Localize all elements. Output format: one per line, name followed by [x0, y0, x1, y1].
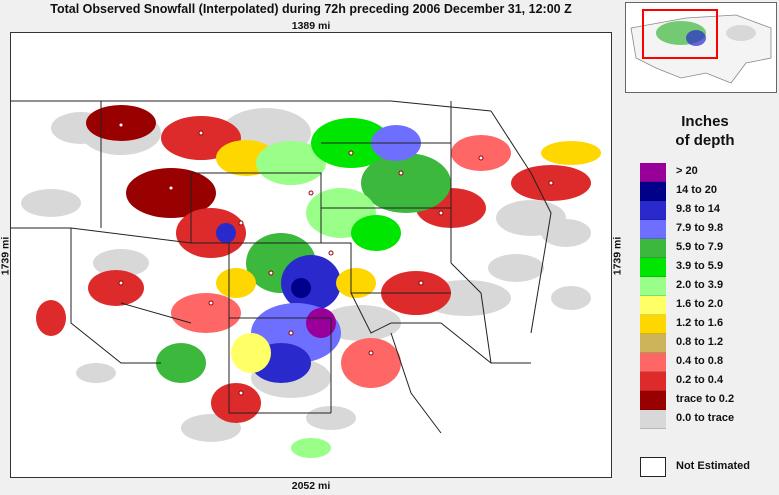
legend-swatch: [640, 296, 666, 315]
legend-swatch: [640, 277, 666, 296]
legend-swatch: [640, 372, 666, 391]
legend-swatch: [640, 334, 666, 353]
legend-label: 7.9 to 9.8: [676, 222, 724, 234]
legend-label: 2.0 to 3.9: [676, 279, 724, 291]
inset-highlight-box: [642, 9, 718, 59]
legend-swatch: [640, 258, 666, 277]
not-estimated-swatch: [640, 457, 666, 477]
distance-label-top: 1389 mi: [291, 20, 331, 32]
distance-label-right: 1739 mi: [611, 236, 624, 276]
state-boundaries: [11, 100, 552, 434]
inset-map-canvas: [626, 3, 776, 92]
snowfall-map[interactable]: [10, 32, 612, 478]
legend-label: 1.6 to 2.0: [676, 298, 724, 310]
legend-swatch: [640, 353, 666, 372]
legend-item: 0.8 to 1.2: [640, 334, 775, 353]
legend-label: 5.9 to 7.9: [676, 241, 724, 253]
legend-item: 7.9 to 9.8: [640, 220, 775, 239]
legend-item: > 20: [640, 163, 775, 182]
legend-label: 0.0 to trace: [676, 412, 735, 424]
legend-item: 3.9 to 5.9: [640, 258, 775, 277]
legend-swatch: [640, 201, 666, 220]
legend-swatch: [640, 391, 666, 410]
legend-not-estimated: Not Estimated: [640, 457, 775, 477]
legend-item: 1.6 to 2.0: [640, 296, 775, 315]
inset-snow-core: [686, 30, 706, 46]
legend-label: 9.8 to 14: [676, 203, 721, 215]
legend-item: trace to 0.2: [640, 391, 775, 410]
station-markers: [118, 122, 554, 396]
legend-label: 0.4 to 0.8: [676, 355, 724, 367]
legend-item: 2.0 to 3.9: [640, 277, 775, 296]
snowfall-map-canvas: [11, 33, 611, 477]
legend-item: 0.2 to 0.4: [640, 372, 775, 391]
legend-item: 14 to 20: [640, 182, 775, 201]
legend-label: trace to 0.2: [676, 393, 735, 405]
legend-title: Inches of depth: [640, 112, 770, 150]
legend-item: 9.8 to 14: [640, 201, 775, 220]
legend-item: 0.4 to 0.8: [640, 353, 775, 372]
legend-title-line1: Inches: [681, 113, 729, 130]
inset-trace-area: [726, 25, 756, 41]
legend-swatch: [640, 163, 666, 182]
legend-swatch: [640, 239, 666, 258]
legend-swatch: [640, 410, 666, 429]
legend-swatch: [640, 315, 666, 334]
legend-label: > 20: [676, 165, 698, 177]
distance-label-bottom: 2052 mi: [291, 480, 331, 492]
overview-inset-map: [625, 2, 777, 93]
legend-swatch: [640, 220, 666, 239]
legend-label: 1.2 to 1.6: [676, 317, 724, 329]
legend-title-line2: of depth: [675, 132, 735, 149]
legend-label: 0.8 to 1.2: [676, 336, 724, 348]
map-title: Total Observed Snowfall (Interpolated) d…: [50, 2, 572, 16]
legend-swatch: [640, 182, 666, 201]
legend-label: 14 to 20: [676, 184, 717, 196]
legend-item: 5.9 to 7.9: [640, 239, 775, 258]
not-estimated-label: Not Estimated: [676, 460, 750, 472]
legend-label: 0.2 to 0.4: [676, 374, 724, 386]
legend-item: 1.2 to 1.6: [640, 315, 775, 334]
legend-label: 3.9 to 5.9: [676, 260, 724, 272]
legend-item: 0.0 to trace: [640, 410, 775, 429]
